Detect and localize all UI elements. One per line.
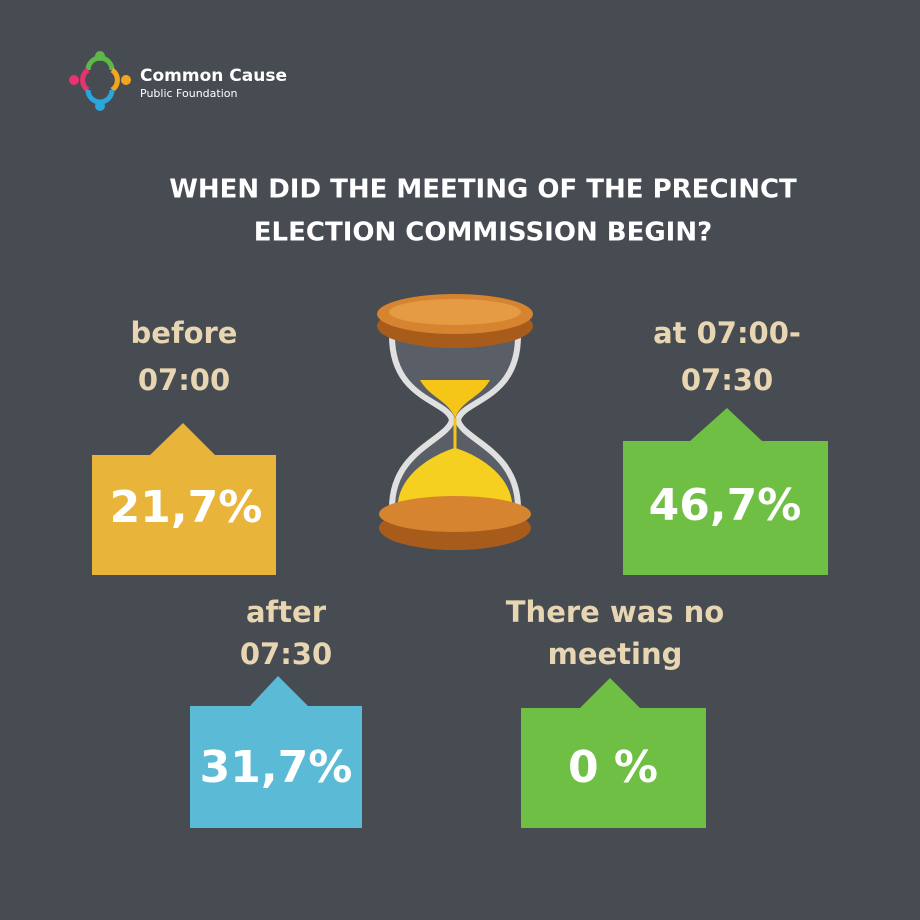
item-value: 0 % [568,742,658,793]
item-label: after [246,595,327,629]
item-label: 07:00 [138,363,230,397]
logo: Common Cause Public Foundation [69,51,287,111]
box [521,678,706,828]
hourglass [377,294,533,550]
item-value: 31,7% [200,742,353,793]
title-line: ELECTION COMMISSION BEGIN? [254,218,712,248]
title-line: WHEN DID THE MEETING OF THE PRECINCT [169,175,797,205]
item-value: 46,7% [649,480,802,531]
item-label: at 07:00- [653,316,801,350]
item-label: 07:30 [240,637,332,671]
logo-name: Common Cause [140,66,287,86]
item-value: 21,7% [110,482,263,533]
item-label: meeting [548,637,683,671]
box [623,408,828,575]
item-label: There was no [506,595,724,629]
box [92,423,276,575]
item-label: 07:30 [681,363,773,397]
box [190,676,362,828]
item-label: before [131,316,238,350]
logo-subtitle: Public Foundation [140,87,237,100]
